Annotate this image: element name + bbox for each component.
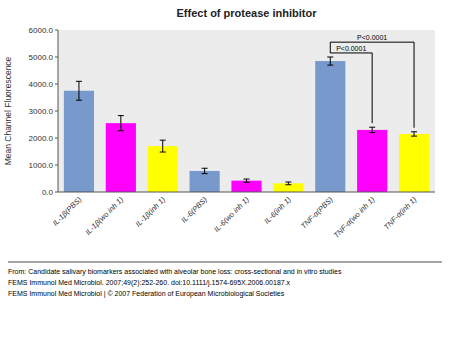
- error-bar-cap: [160, 152, 166, 153]
- x-tick-label: TNF-α(PBS): [299, 195, 335, 231]
- bracket-leg: [414, 42, 415, 128]
- significance-bracket: [330, 42, 414, 128]
- bar: [357, 130, 387, 192]
- annotation: P<0.0001: [357, 34, 387, 41]
- plot-background: [58, 30, 435, 192]
- footer-text: FEMS Immunol Med Microbiol | © 2007 Fede…: [8, 290, 285, 298]
- error-bar-stem: [204, 168, 205, 173]
- error-bar: [327, 57, 333, 65]
- bars: [64, 57, 429, 192]
- bar: [231, 181, 261, 192]
- bracket-leg: [372, 53, 373, 123]
- bracket-line: [330, 52, 372, 53]
- y-axis-label: Mean Channel Fluorescence: [3, 56, 13, 165]
- footer-text: From: Candidate salivary biomarkers asso…: [8, 268, 342, 276]
- footer-text: FEMS Immunol Med Microbiol. 2007;49(2):2…: [8, 279, 291, 287]
- error-bar-cap: [285, 184, 291, 185]
- bracket-line: [330, 42, 414, 43]
- y-tick: [55, 192, 58, 193]
- y-tick-label: 0.0: [42, 188, 54, 197]
- x-tick-label: IL-1β(PBS): [51, 195, 84, 228]
- error-bar-cap: [202, 168, 208, 169]
- x-tick-label: TNF-α(wo inh 1): [332, 195, 377, 240]
- y-tick-label: 4000.0: [29, 80, 54, 89]
- error-bar: [244, 179, 250, 182]
- error-bar-cap: [202, 173, 208, 174]
- error-bar-cap: [369, 127, 375, 128]
- error-bar-stem: [372, 127, 373, 132]
- error-bar-stem: [162, 140, 163, 152]
- y-tick-label: 3000.0: [29, 107, 54, 116]
- error-bar: [369, 127, 375, 132]
- title: Effect of protease inhibitor: [177, 7, 318, 19]
- y-tick: [55, 57, 58, 58]
- error-bar: [285, 182, 291, 185]
- annotation: P<0.0001: [336, 45, 366, 52]
- error-bar-cap: [411, 131, 417, 132]
- x-tick-label: IL-6(PBS): [179, 195, 209, 225]
- significance-bracket: [330, 53, 372, 123]
- x-tick-label: IL-6(wo inh 1): [212, 195, 251, 234]
- error-bar-stem: [78, 81, 79, 100]
- error-bar-cap: [118, 130, 124, 131]
- bar: [106, 123, 136, 192]
- y-tick-label: 2000.0: [29, 134, 54, 143]
- error-bar-stem: [330, 57, 331, 65]
- bar: [64, 91, 94, 192]
- bar: [190, 171, 220, 192]
- error-bar-cap: [285, 182, 291, 183]
- error-bar-cap: [244, 179, 250, 180]
- x-tick-label: IL-1β(wo inh 1): [83, 195, 125, 237]
- error-bar: [202, 168, 208, 173]
- x-tick-label: TNF-α(inh 1): [382, 195, 419, 232]
- y-tick: [55, 30, 58, 31]
- x-tick-label: IL-1β(inh 1): [134, 195, 168, 229]
- error-bar-cap: [76, 100, 82, 101]
- bar: [148, 146, 178, 192]
- y-tick: [55, 165, 58, 166]
- error-bar: [76, 81, 82, 100]
- bar: [399, 134, 429, 192]
- chart: Effect of protease inhibitor 0.0 1000.0 200…: [0, 0, 450, 338]
- error-bar-cap: [411, 136, 417, 137]
- x-tick-label: IL-6(inh 1): [262, 195, 293, 226]
- y-tick-label: 6000.0: [29, 26, 54, 35]
- bracket-leg: [330, 52, 331, 53]
- bracket-leg: [330, 42, 331, 53]
- error-bar-cap: [327, 57, 333, 58]
- error-bar-cap: [118, 115, 124, 116]
- bar: [273, 183, 303, 192]
- error-bar-cap: [160, 140, 166, 141]
- y-tick: [55, 84, 58, 85]
- error-bar-stem: [120, 116, 121, 131]
- error-bar-cap: [369, 132, 375, 133]
- error-bar-cap: [327, 65, 333, 66]
- error-bar: [118, 116, 124, 131]
- error-bar: [160, 140, 166, 152]
- error-bar-cap: [76, 81, 82, 82]
- y-tick-label: 1000.0: [29, 161, 54, 170]
- footer-separator: [8, 262, 442, 263]
- bar: [315, 61, 345, 192]
- error-bar-stem: [414, 132, 415, 136]
- y-tick-label: 5000.0: [29, 53, 54, 62]
- y-tick: [55, 111, 58, 112]
- y-tick: [55, 138, 58, 139]
- error-bar: [411, 132, 417, 136]
- x-axis-line: [58, 192, 435, 193]
- error-bar-cap: [244, 182, 250, 183]
